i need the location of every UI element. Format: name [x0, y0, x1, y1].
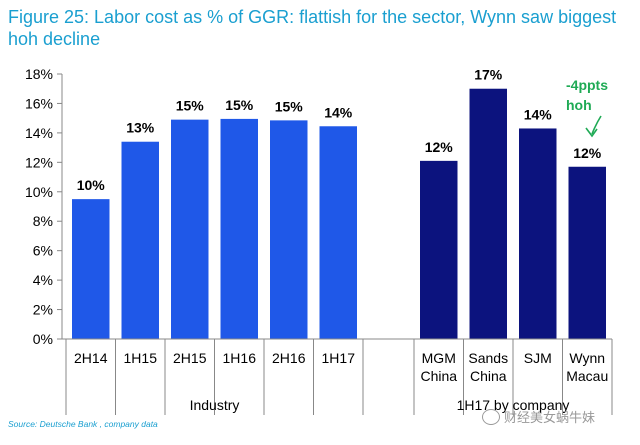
bar: [519, 128, 557, 339]
data-label: 12%: [573, 145, 602, 161]
data-label: 15%: [176, 98, 205, 114]
x-tick-label: 1H16: [223, 350, 257, 366]
y-tick-label: 10%: [25, 184, 53, 200]
group-labels: Industry 1H17 by company: [190, 397, 570, 413]
x-tick-label: Wynn: [569, 350, 605, 366]
y-tick-label: 2%: [33, 302, 53, 318]
bar: [121, 141, 159, 339]
x-tick-label: 1H17: [322, 350, 356, 366]
x-tick-label: 2H15: [173, 350, 207, 366]
bar: [420, 160, 458, 339]
data-label: 13%: [126, 120, 155, 136]
chart-title: Figure 25: Labor cost as % of GGR: flatt…: [8, 7, 617, 49]
wechat-icon: [482, 408, 500, 425]
y-tick-label: 6%: [33, 243, 53, 259]
bar: [568, 166, 606, 339]
y-tick-label: 8%: [33, 213, 53, 229]
x-tick-label: China: [470, 368, 507, 384]
data-label: 17%: [474, 67, 503, 83]
x-tick-label: Macau: [566, 368, 608, 384]
y-tick-label: 12%: [25, 154, 53, 170]
annotation: -4ppts hoh: [566, 77, 608, 138]
group-label: Industry: [190, 397, 240, 413]
x-tick-label: 2H16: [272, 350, 306, 366]
y-tick-label: 14%: [25, 125, 53, 141]
data-label: 14%: [524, 106, 553, 122]
y-tick-label: 16%: [25, 95, 53, 111]
watermark-text: 财经美女蜗牛妹: [504, 410, 596, 425]
x-tick-label: MGM: [422, 350, 456, 366]
bar: [469, 88, 507, 339]
watermark: 财经美女蜗牛妹: [482, 407, 595, 426]
bars: [72, 88, 606, 340]
bar: [171, 119, 209, 339]
annotation-arrowhead: [585, 127, 598, 138]
data-label: 15%: [225, 97, 254, 113]
group-label: 1H17 by company: [457, 397, 570, 413]
x-tick-label: SJM: [524, 350, 552, 366]
x-axis: 2H14 1H15 2H15 1H16 2H16 1H17 MGM China Sands Chi…: [62, 338, 613, 415]
y-tick-label: 4%: [33, 272, 53, 288]
y-axis: 0% 2% 4% 6% 8% 10% 12% 14% 16% 18%: [25, 66, 63, 347]
x-tick-label: 2H14: [74, 350, 108, 366]
data-label: 15%: [275, 98, 304, 114]
annotation-arrow: [591, 115, 602, 135]
bar: [270, 120, 308, 339]
x-tick-label: 1H15: [124, 350, 158, 366]
data-label: 10%: [77, 177, 106, 193]
bar: [319, 126, 357, 339]
x-tick-label: China: [420, 368, 457, 384]
annotation-text: hoh: [566, 97, 592, 113]
data-label: 12%: [425, 139, 454, 155]
source-note: Source: Deutsche Bank , company data: [8, 419, 158, 429]
x-tick-label: Sands: [468, 350, 508, 366]
annotation-text: -4ppts: [566, 77, 608, 93]
y-tick-label: 18%: [25, 66, 53, 82]
bar: [220, 118, 258, 340]
y-tick-label: 0%: [33, 331, 53, 347]
data-label: 14%: [324, 104, 353, 120]
data-labels: 10% 13% 15% 15% 15% 14% 12% 17% 14% 12%: [77, 67, 602, 193]
bar: [72, 199, 110, 339]
